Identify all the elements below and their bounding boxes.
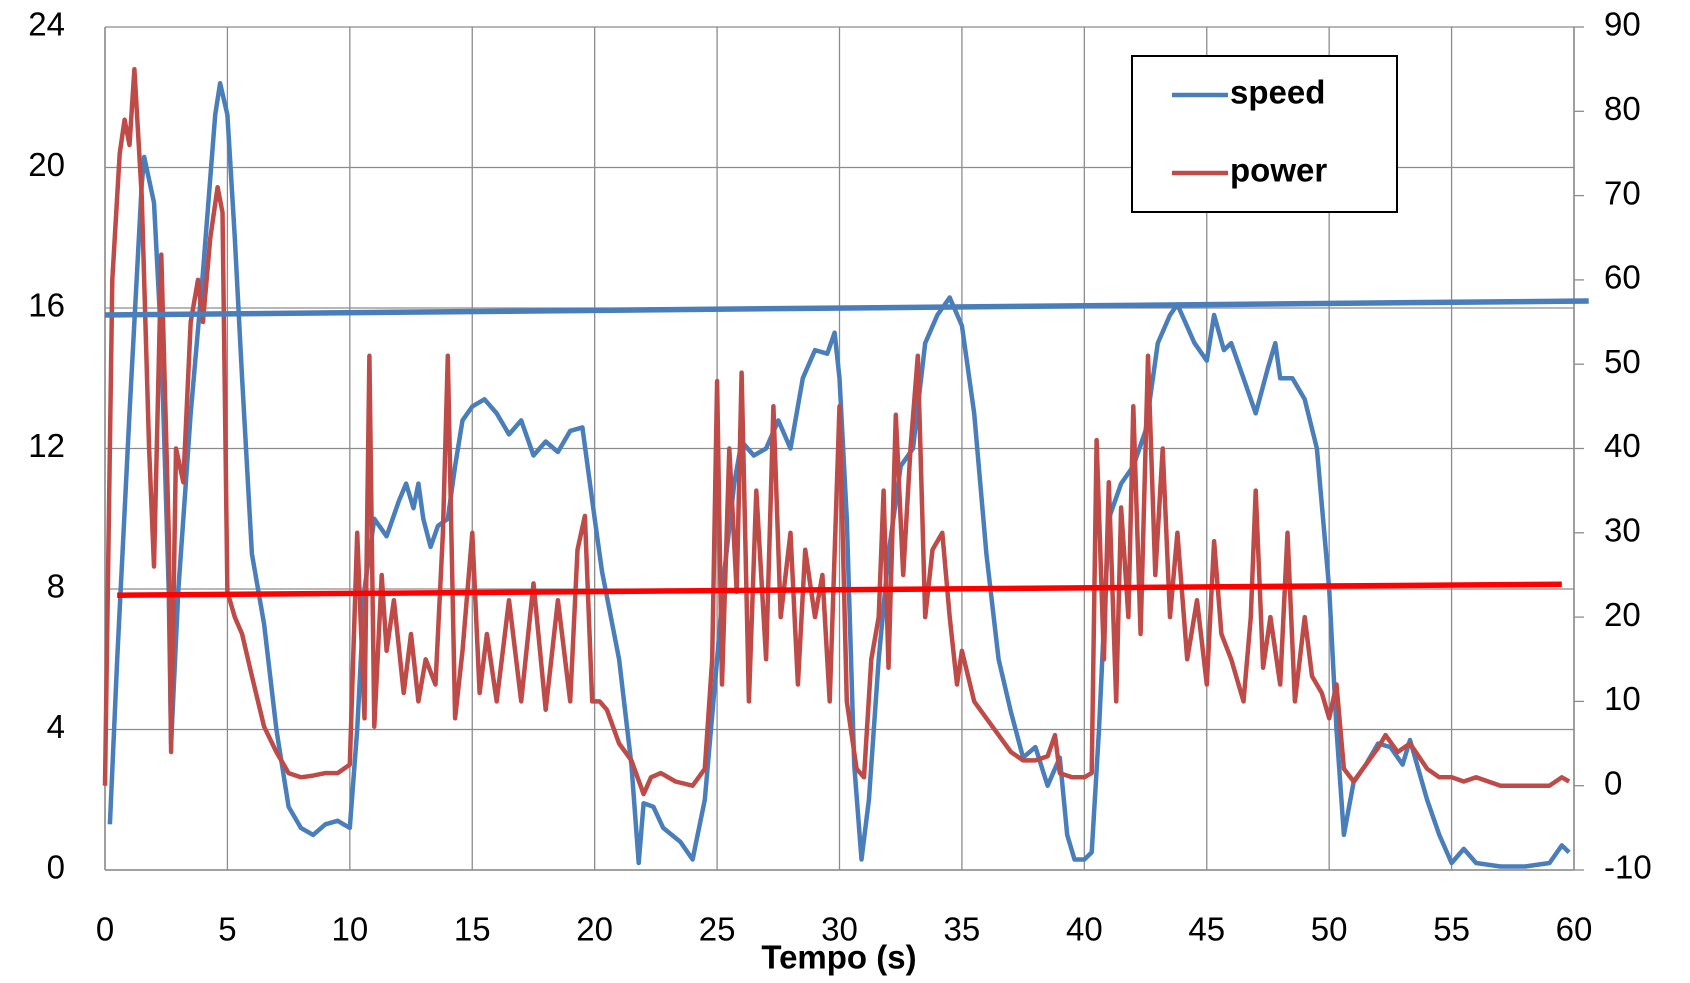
x-tick-label: 40 <box>1066 911 1103 948</box>
x-tick-label: 55 <box>1433 911 1470 948</box>
legend-box <box>1131 55 1398 213</box>
x-tick-label: 5 <box>218 911 236 948</box>
y2-tick-label: 70 <box>1604 174 1641 211</box>
x-tick-label: 35 <box>944 911 981 948</box>
trend-line <box>117 581 1562 598</box>
y-tick-label: 12 <box>28 427 65 464</box>
x-tick-label: 30 <box>821 911 858 948</box>
y-tick-label: 8 <box>47 568 65 605</box>
y2-tick-label: 30 <box>1604 512 1641 549</box>
x-tick-label: 0 <box>96 911 114 948</box>
y-tick-label: 16 <box>28 287 65 324</box>
y2-tick-label: 40 <box>1604 427 1641 464</box>
y2-tick-label: 50 <box>1604 343 1641 380</box>
y2-tick-label: 90 <box>1604 6 1641 43</box>
x-tick-label: 50 <box>1311 911 1348 948</box>
legend-label: power <box>1230 152 1327 189</box>
y2-tick-label: -10 <box>1604 849 1652 886</box>
x-axis-title: Tempo (s) <box>761 939 916 976</box>
series-line <box>107 80 1571 869</box>
y-tick-label: 20 <box>28 146 65 183</box>
x-tick-label: 20 <box>576 911 613 948</box>
x-tick-label: 45 <box>1188 911 1225 948</box>
x-tick-label: 10 <box>331 911 368 948</box>
series-line <box>102 66 1571 797</box>
x-tick-label: 15 <box>454 911 491 948</box>
y2-tick-label: 20 <box>1604 596 1641 633</box>
trend-line <box>104 298 1589 318</box>
x-tick-label: 60 <box>1556 911 1593 948</box>
y2-tick-label: 80 <box>1604 90 1641 127</box>
y2-tick-label: 10 <box>1604 680 1641 717</box>
x-tick-label: 25 <box>699 911 736 948</box>
y2-tick-label: 60 <box>1604 259 1641 296</box>
y2-tick-label: 0 <box>1604 764 1622 801</box>
legend-label: speed <box>1230 74 1325 111</box>
y-tick-label: 0 <box>47 849 65 886</box>
y-tick-label: 4 <box>47 708 65 745</box>
y-tick-label: 24 <box>28 6 65 43</box>
